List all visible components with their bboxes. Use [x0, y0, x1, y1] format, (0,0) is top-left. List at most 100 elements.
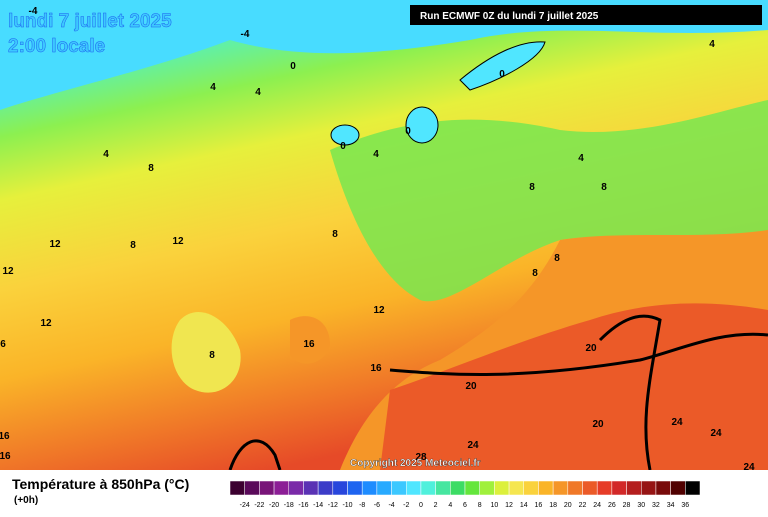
colorbar-swatch: [685, 480, 701, 496]
contour-labels: -4 -4 0 0 0 0 4 4 4 4 4 4 8 8 8 8 8 8 8 8 12 12 12 12 12 16 16 16 16…: [0, 6, 755, 473]
colorbar-swatch: [538, 480, 554, 496]
colorbar-swatch: [391, 480, 407, 496]
contour-label: 4: [578, 153, 584, 164]
colorbar-swatch: [273, 480, 289, 496]
colorbar-swatch: [332, 480, 348, 496]
colorbar-swatch: [244, 480, 260, 496]
contour-label: 8: [209, 350, 215, 361]
colorbar-tick-label: 12: [505, 502, 513, 509]
map-field: [0, 0, 768, 471]
colorbar-swatch: [435, 480, 451, 496]
contour-label: 4: [373, 149, 379, 160]
colorbar-tick-label: -22: [254, 502, 264, 509]
colorbar-swatch: [288, 480, 304, 496]
contour-label: 12: [40, 318, 52, 329]
colorbar-swatch: [259, 480, 275, 496]
colorbar: -24 -22 -20 -18 -16 -14 -12 -10 -8 -6 -4 -2 0 2 4 6 8 10 1…: [229, 480, 701, 509]
contour-label: 4: [210, 82, 216, 93]
legend-lead: (+0h): [14, 495, 38, 506]
colorbar-swatch: [494, 480, 510, 496]
run-banner: [410, 5, 762, 25]
colorbar-tick-label: 10: [490, 502, 498, 509]
colorbar-tick-label: -14: [313, 502, 323, 509]
colorbar-tick-label: -24: [240, 502, 250, 509]
contour-label: 12: [49, 239, 61, 250]
colorbar-swatch: [464, 480, 480, 496]
contour-label: 8: [554, 253, 560, 264]
colorbar-tick-label: 14: [520, 502, 528, 509]
colorbar-swatch: [552, 480, 569, 496]
contour-label: 24: [743, 462, 755, 473]
colorbar-tick-label: 0: [419, 502, 423, 509]
contour-label: 0: [290, 61, 296, 72]
colorbar-tick-label: 2: [434, 502, 438, 509]
colorbar-swatch: [317, 480, 334, 496]
contour-label: 6: [0, 339, 6, 350]
colorbar-swatch: [361, 480, 378, 496]
contour-label: 24: [671, 417, 683, 428]
colorbar-tick-label: -2: [403, 502, 409, 509]
legend-title: Température à 850hPa (°C): [12, 476, 189, 492]
colorbar-tick-label: -18: [284, 502, 294, 509]
contour-label: 0: [499, 69, 505, 80]
colorbar-swatch: [582, 480, 598, 496]
colorbar-tick-label: 24: [593, 502, 601, 509]
colorbar-tick-label: 8: [478, 502, 482, 509]
colorbar-tick-label: -8: [359, 502, 365, 509]
contour-label: -4: [29, 6, 38, 17]
contour-label: 0: [340, 141, 346, 152]
colorbar-tick-label: 32: [652, 502, 660, 509]
colorbar-swatch: [508, 480, 524, 496]
colorbar-swatch: [376, 480, 392, 496]
contour-label: 16: [0, 431, 10, 442]
contour-label: 16: [303, 339, 315, 350]
contour-label: 24: [710, 428, 722, 439]
colorbar-swatch: [655, 480, 671, 496]
contour-label: -4: [241, 29, 250, 40]
colorbar-tick-label: 36: [681, 502, 689, 509]
colorbar-tick-label: 34: [667, 502, 675, 509]
colorbar-swatch: [670, 480, 686, 496]
colorbar-tick-label: -16: [298, 502, 308, 509]
contour-label: 12: [2, 266, 14, 277]
contour-label: 16: [0, 451, 11, 462]
colorbar-swatch: [450, 480, 466, 496]
colorbar-swatch: [567, 480, 583, 496]
contour-label: 24: [467, 440, 479, 451]
map-title: lundi 7 juillet 2025: [8, 11, 172, 32]
colorbar-swatch: [303, 480, 319, 496]
contour-label: 12: [373, 305, 385, 316]
contour-label: 8: [332, 229, 338, 240]
colorbar-tick-label: -4: [388, 502, 394, 509]
colorbar-tick-label: 28: [623, 502, 631, 509]
colorbar-swatch: [641, 480, 657, 496]
contour-label: 12: [172, 236, 184, 247]
contour-label: 20: [585, 343, 597, 354]
contour-label: 16: [370, 363, 382, 374]
colorbar-swatch: [626, 480, 642, 496]
colorbar-tick-label: -12: [328, 502, 338, 509]
contour-label: 28: [415, 452, 427, 463]
colorbar-swatch: [347, 480, 363, 496]
colorbar-swatch: [229, 480, 245, 496]
contour-label: 4: [709, 39, 715, 50]
colorbar-tick-label: 6: [463, 502, 467, 509]
colorbar-tick-label: -20: [269, 502, 279, 509]
run-text: Run ECMWF 0Z du lundi 7 juillet 2025: [420, 11, 599, 22]
map-time: 2:00 locale: [8, 36, 105, 57]
contour-label: 20: [465, 381, 477, 392]
colorbar-tick-label: 18: [549, 502, 557, 509]
contour-label: 8: [130, 240, 136, 251]
colorbar-tick-label: 20: [564, 502, 572, 509]
colorbar-tick-label: 16: [535, 502, 543, 509]
contour-label: 0: [405, 126, 411, 137]
colorbar-swatch: [420, 480, 436, 496]
colorbar-tick-label: 30: [637, 502, 645, 509]
contour-label: 20: [592, 419, 604, 430]
contour-label: 8: [532, 268, 538, 279]
contour-label: 8: [529, 182, 535, 193]
colorbar-tick-label: -6: [374, 502, 380, 509]
contour-label: 4: [255, 87, 261, 98]
colorbar-swatch: [523, 480, 539, 496]
